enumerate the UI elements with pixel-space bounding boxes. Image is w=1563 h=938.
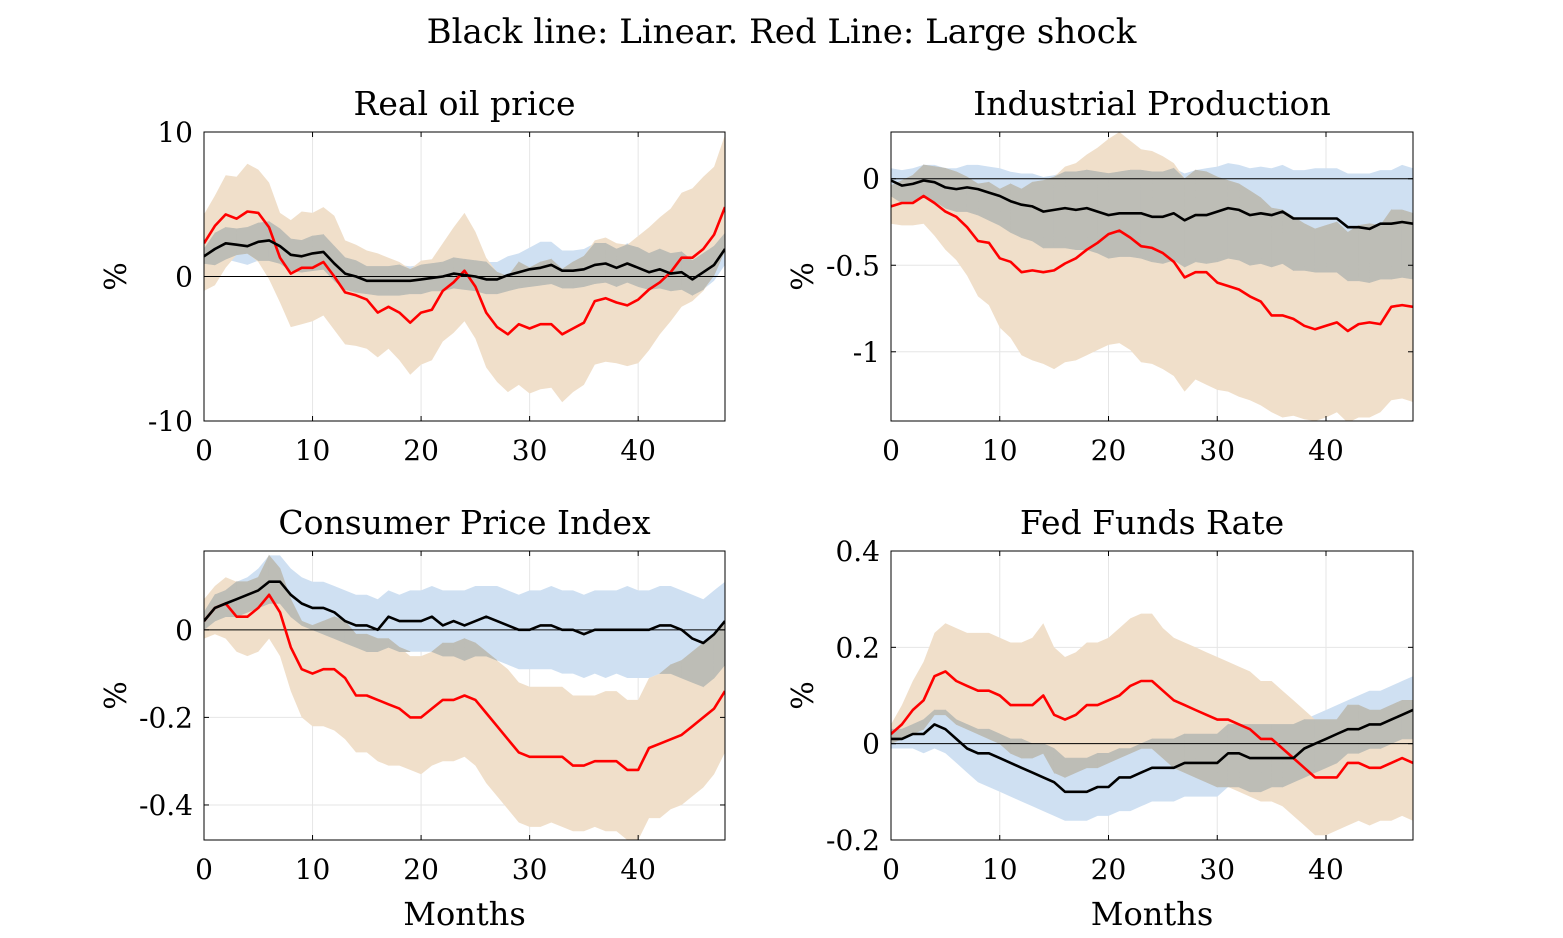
x-tick-label: 10 bbox=[982, 853, 1018, 886]
panel-title: Real oil price bbox=[353, 84, 575, 123]
y-tick-label: 10 bbox=[157, 116, 193, 149]
x-tick-label: 20 bbox=[403, 434, 439, 467]
panel-title: Consumer Price Index bbox=[278, 503, 651, 542]
x-tick-label: 30 bbox=[1199, 853, 1235, 886]
x-axis-label: Months bbox=[403, 895, 526, 933]
y-tick-label: -0.5 bbox=[826, 249, 880, 282]
large-shock-line bbox=[891, 194, 1413, 333]
y-tick-label: 0.2 bbox=[835, 631, 880, 664]
y-tick-label: -0.2 bbox=[139, 701, 193, 734]
plot-area bbox=[891, 613, 1413, 836]
axes-box bbox=[890, 550, 1414, 841]
x-tick-label: 0 bbox=[195, 853, 213, 886]
plot-area bbox=[204, 134, 725, 403]
y-tick-label: -0.2 bbox=[826, 824, 880, 857]
y-axis-label: % bbox=[786, 681, 821, 710]
x-tick-label: 20 bbox=[1091, 434, 1127, 467]
x-tick-label: 0 bbox=[195, 434, 213, 467]
x-tick-label: 10 bbox=[295, 853, 331, 886]
y-tick-label: 0.4 bbox=[835, 535, 880, 568]
y-tick-label: 0 bbox=[175, 261, 193, 294]
linear-line bbox=[204, 239, 725, 283]
y-tick-label: -1 bbox=[853, 336, 880, 369]
x-tick-label: 20 bbox=[1091, 853, 1127, 886]
y-tick-label: 0 bbox=[862, 163, 880, 196]
band-overlap bbox=[204, 554, 725, 688]
x-tick-label: 40 bbox=[1308, 853, 1344, 886]
y-tick-label: 0 bbox=[175, 614, 193, 647]
y-tick-label: -0.4 bbox=[139, 789, 193, 822]
chart-panel-3: 0 10 20 30 40 -0.4 -0.2 0 Consumer Price Index% M… bbox=[99, 503, 726, 933]
linear-line bbox=[891, 179, 1413, 231]
x-tick-label: 20 bbox=[403, 853, 439, 886]
axes-box bbox=[203, 550, 726, 841]
x-tick-label: 30 bbox=[512, 434, 548, 467]
large-shock-line bbox=[891, 670, 1413, 779]
x-tick-label: 40 bbox=[1308, 434, 1344, 467]
y-axis-label: % bbox=[99, 262, 134, 291]
x-tick-label: 0 bbox=[882, 853, 900, 886]
x-tick-label: 40 bbox=[620, 434, 656, 467]
chart-panel-2: 0 10 20 30 40 -1 -0.5 0 Industrial Production% bbox=[786, 84, 1414, 467]
panel-title: Industrial Production bbox=[973, 84, 1331, 123]
plot-area bbox=[204, 554, 725, 840]
figure-title: Black line: Linear. Red Line: Large shoc… bbox=[426, 12, 1137, 52]
large-shock-line bbox=[204, 206, 725, 336]
x-tick-label: 30 bbox=[512, 853, 548, 886]
y-tick-label: -10 bbox=[148, 405, 193, 438]
x-tick-label: 10 bbox=[982, 434, 1018, 467]
x-tick-label: 0 bbox=[882, 434, 900, 467]
y-tick-label: 0 bbox=[862, 728, 880, 761]
panel-title: Fed Funds Rate bbox=[1020, 503, 1284, 542]
linear-confidence-band bbox=[204, 555, 725, 687]
x-tick-label: 40 bbox=[620, 853, 656, 886]
x-tick-label: 30 bbox=[1199, 434, 1235, 467]
plot-area bbox=[891, 132, 1413, 421]
x-axis-label: Months bbox=[1091, 895, 1214, 933]
linear-line bbox=[204, 580, 725, 645]
y-axis-label: % bbox=[786, 262, 821, 291]
axes-box bbox=[890, 131, 1414, 422]
y-axis-label: % bbox=[99, 681, 134, 710]
x-tick-label: 10 bbox=[295, 434, 331, 467]
linear-line bbox=[891, 708, 1413, 794]
large-shock-line bbox=[204, 593, 725, 772]
